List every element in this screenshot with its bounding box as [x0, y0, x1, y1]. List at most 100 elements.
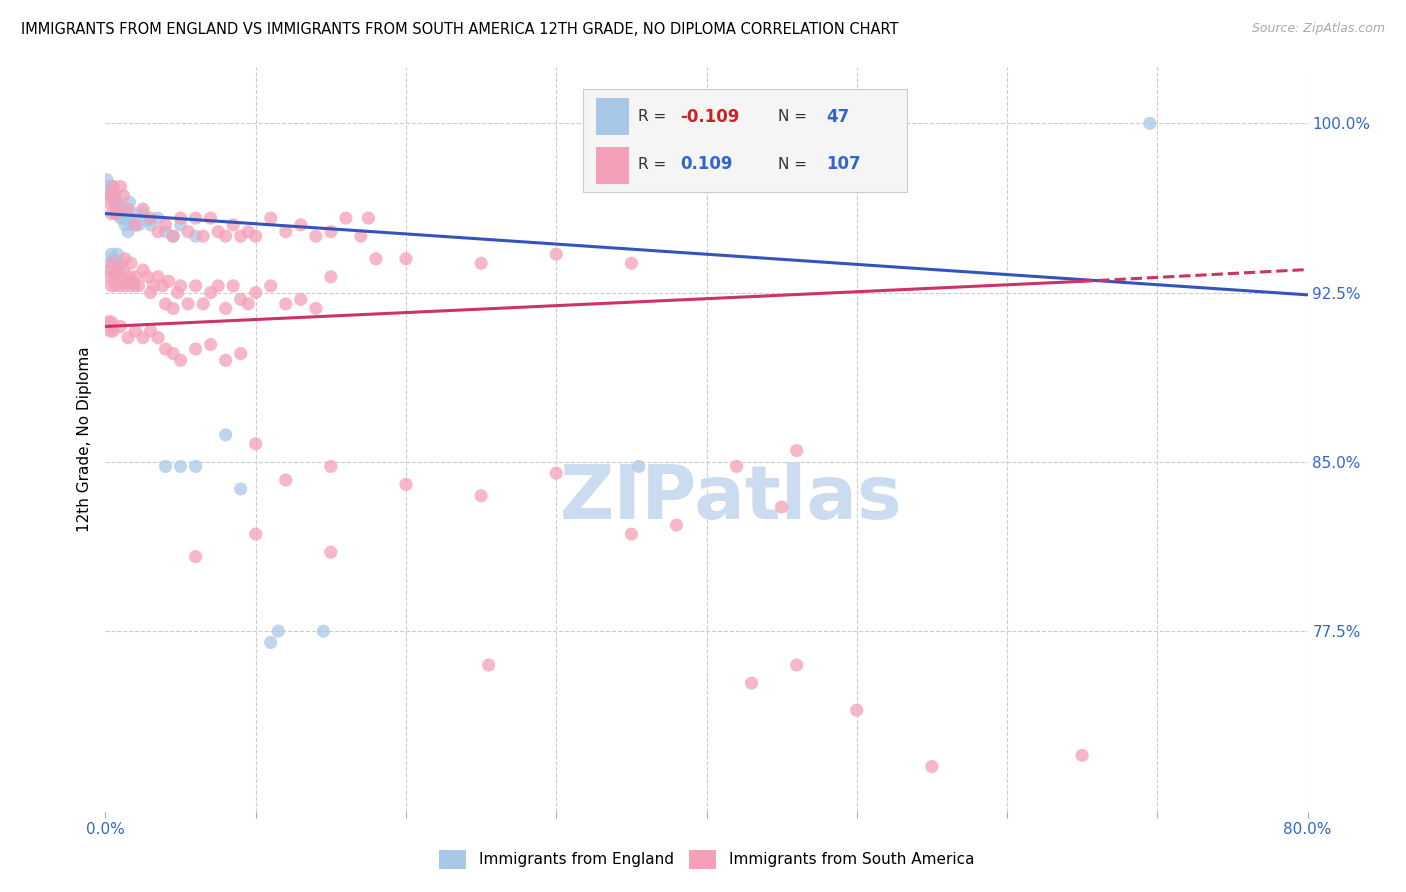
Point [191, 229, 214, 244]
Point [169, 278, 191, 293]
Point [146, 211, 169, 226]
Point [245, 229, 267, 244]
Point [214, 229, 236, 244]
Text: N =: N = [778, 110, 811, 124]
Text: IMMIGRANTS FROM ENGLAND VS IMMIGRANTS FROM SOUTH AMERICA 12TH GRADE, NO DIPLOMA : IMMIGRANTS FROM ENGLAND VS IMMIGRANTS FR… [21, 22, 898, 37]
Point [100, 315, 122, 329]
Point [786, 443, 808, 458]
Point [107, 200, 129, 214]
Text: ZIPatlas: ZIPatlas [560, 462, 901, 535]
Point [245, 285, 267, 300]
Point [124, 218, 146, 232]
FancyBboxPatch shape [596, 98, 628, 136]
Point [184, 342, 207, 356]
Point [305, 229, 328, 244]
Point [260, 211, 283, 226]
Point [97, 269, 120, 284]
Point [312, 624, 335, 639]
Point [114, 218, 136, 232]
Point [169, 218, 191, 232]
Point [104, 278, 127, 293]
Point [103, 188, 125, 202]
Point [115, 206, 138, 220]
Point [222, 278, 245, 293]
Point [103, 195, 125, 210]
Point [665, 518, 688, 533]
Point [238, 225, 260, 239]
Point [101, 179, 124, 194]
Point [97, 179, 120, 194]
Point [136, 269, 159, 284]
Point [110, 179, 132, 194]
Point [335, 211, 357, 226]
Point [184, 229, 207, 244]
Point [120, 256, 142, 270]
FancyBboxPatch shape [596, 146, 628, 184]
Point [103, 188, 125, 202]
Point [169, 459, 191, 474]
Point [620, 527, 643, 541]
Point [786, 658, 808, 673]
Point [103, 263, 125, 277]
Point [214, 427, 236, 442]
Point [274, 297, 297, 311]
Point [100, 188, 122, 202]
Point [169, 211, 191, 226]
Point [124, 269, 146, 284]
Point [132, 206, 155, 220]
Point [546, 466, 568, 480]
Point [118, 269, 141, 284]
Point [117, 202, 139, 216]
Point [155, 297, 177, 311]
Point [162, 346, 184, 360]
Point [115, 274, 138, 288]
Point [132, 331, 155, 345]
Point [101, 256, 124, 270]
Text: -0.109: -0.109 [681, 108, 740, 126]
Point [166, 285, 188, 300]
Point [97, 315, 120, 329]
Point [117, 225, 139, 239]
Point [146, 225, 169, 239]
Point [229, 482, 252, 496]
Point [741, 676, 763, 690]
Text: Source: ZipAtlas.com: Source: ZipAtlas.com [1251, 22, 1385, 36]
Point [104, 256, 127, 270]
Y-axis label: 12th Grade, No Diploma: 12th Grade, No Diploma [77, 346, 93, 533]
Point [357, 211, 380, 226]
Point [111, 200, 134, 214]
Point [98, 324, 121, 338]
Point [136, 213, 159, 227]
Text: 107: 107 [827, 155, 860, 173]
Point [319, 545, 342, 559]
Legend: Immigrants from England, Immigrants from South America: Immigrants from England, Immigrants from… [433, 844, 980, 875]
Point [267, 624, 290, 639]
Point [142, 278, 165, 293]
Point [117, 213, 139, 227]
Point [98, 188, 121, 202]
Point [395, 477, 418, 491]
Text: R =: R = [638, 157, 672, 171]
Point [290, 293, 312, 307]
Point [184, 549, 207, 564]
Point [546, 247, 568, 261]
Point [305, 301, 328, 316]
Point [177, 225, 200, 239]
Point [98, 184, 121, 198]
Point [112, 211, 135, 226]
Point [245, 437, 267, 451]
Point [108, 263, 131, 277]
Point [191, 297, 214, 311]
Point [104, 206, 127, 220]
Point [112, 263, 135, 277]
Point [229, 346, 252, 360]
Point [111, 278, 134, 293]
Point [157, 274, 180, 288]
Point [260, 278, 283, 293]
Point [395, 252, 418, 266]
Point [184, 459, 207, 474]
Point [101, 324, 124, 338]
Point [169, 353, 191, 368]
Point [121, 274, 143, 288]
Point [107, 195, 129, 210]
